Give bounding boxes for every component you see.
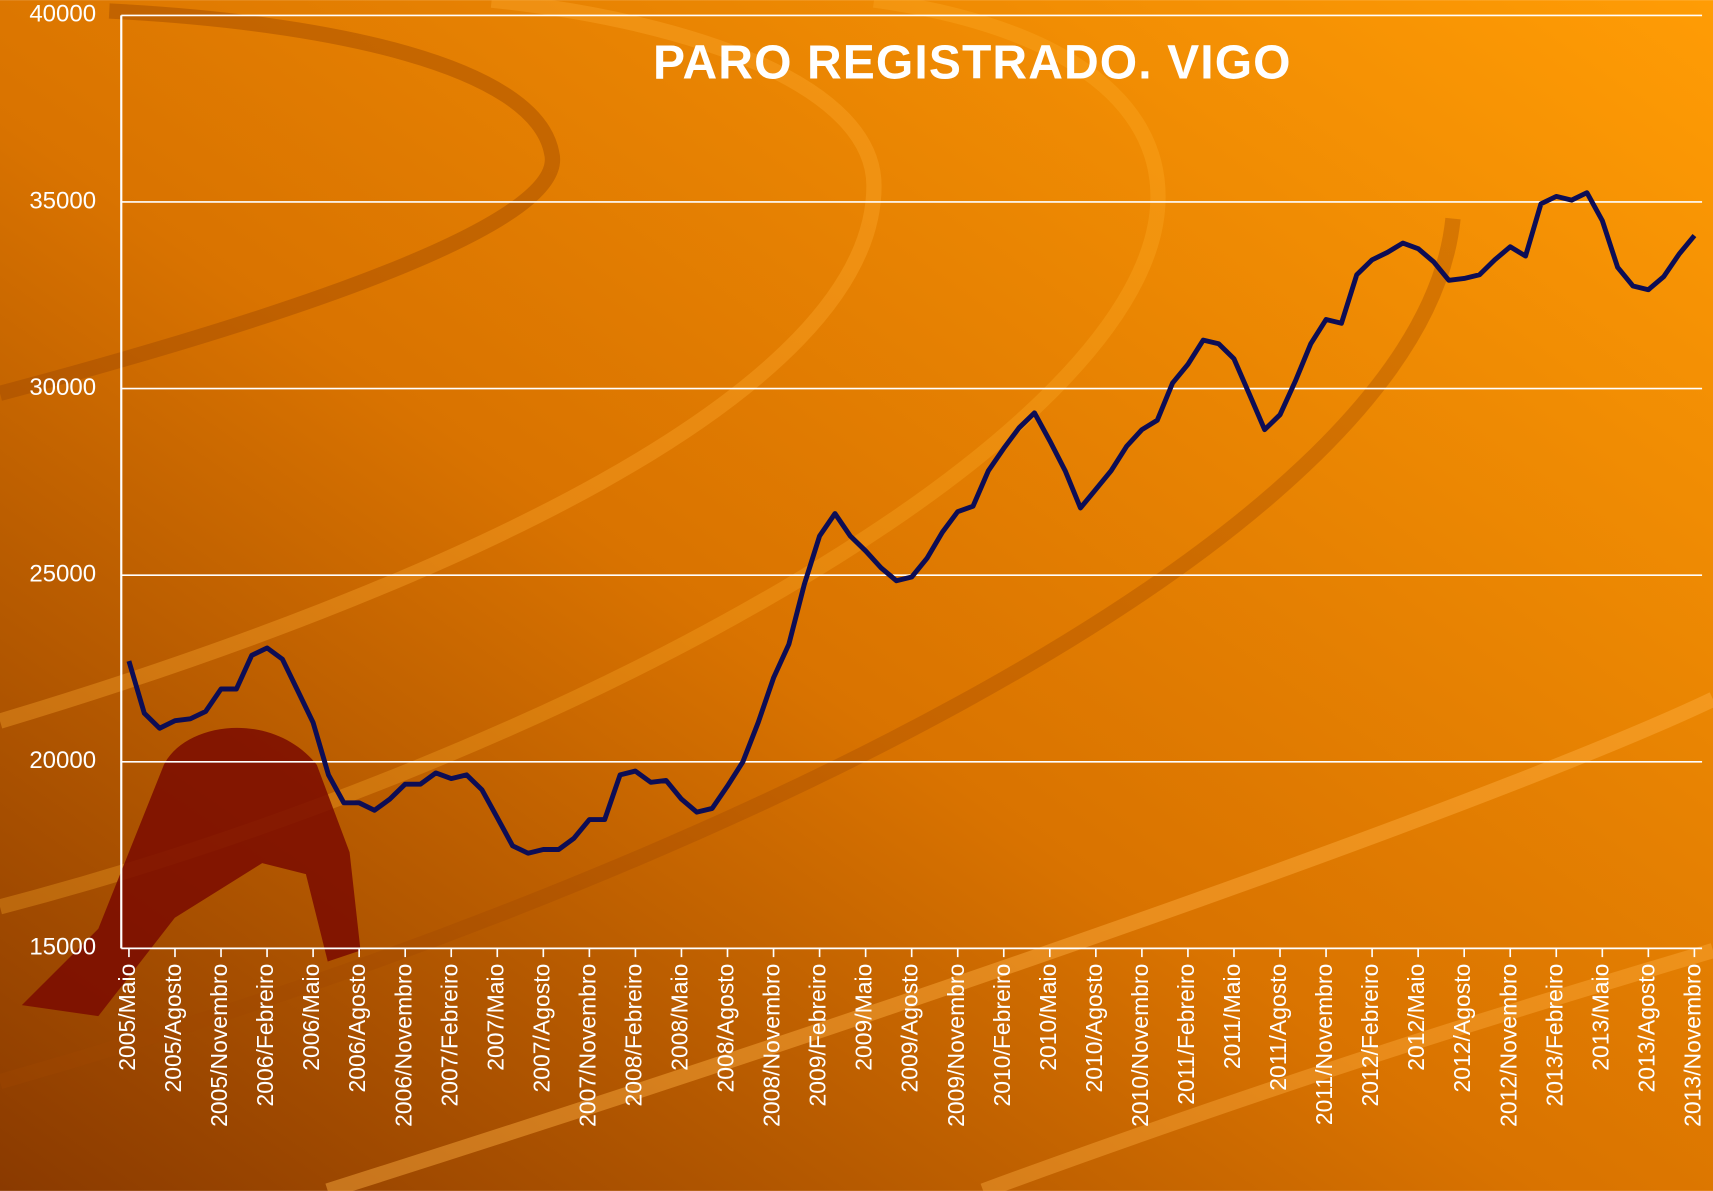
x-tick-label: 2005/Maio <box>114 964 140 1071</box>
x-tick-label: 2010/Agosto <box>1081 964 1107 1093</box>
x-tick-label: 2013/Maio <box>1587 964 1613 1071</box>
x-tick-label: 2013/Febreiro <box>1541 964 1567 1107</box>
x-tick-label: 2006/Febreiro <box>252 964 278 1107</box>
x-tick-label: 2008/Agosto <box>713 964 739 1093</box>
data-line <box>126 190 1697 856</box>
x-tick-label: 2012/Novembro <box>1495 964 1521 1127</box>
runner-silhouette <box>21 727 361 1017</box>
x-tick-label: 2012/Agosto <box>1449 964 1475 1093</box>
x-tick-label: 2008/Maio <box>667 964 693 1071</box>
x-tick-label: 2007/Maio <box>482 964 508 1071</box>
y-tick-label: 40000 <box>29 1 96 28</box>
x-tick-label: 2011/Novembro <box>1311 964 1337 1126</box>
x-tick-label: 2009/Febreiro <box>805 964 831 1107</box>
x-tick-label: 2008/Febreiro <box>620 964 646 1107</box>
y-tick-label: 20000 <box>29 747 96 774</box>
x-tick-label: 2013/Agosto <box>1633 964 1659 1093</box>
x-tick-label: 2012/Febreiro <box>1357 964 1383 1107</box>
x-tick-label: 2013/Novembro <box>1679 964 1705 1127</box>
x-tick-label: 2005/Novembro <box>206 964 232 1127</box>
x-tick-label: 2007/Febreiro <box>436 964 462 1107</box>
x-tick-label: 2006/Maio <box>298 964 324 1071</box>
x-tick-label: 2011/Agosto <box>1265 964 1291 1091</box>
x-tick-label: 2011/Maio <box>1219 964 1245 1069</box>
y-tick-label: 35000 <box>29 187 96 214</box>
x-tick-label: 2007/Novembro <box>574 964 600 1127</box>
x-tick-label: 2009/Maio <box>851 964 877 1071</box>
x-tick-label: 2011/Febreiro <box>1173 964 1199 1105</box>
y-tick-label: 15000 <box>29 934 96 961</box>
x-tick-label: 2009/Novembro <box>943 964 969 1127</box>
x-tick-label: 2009/Agosto <box>897 964 923 1093</box>
x-tick-label: 2008/Novembro <box>759 964 785 1127</box>
x-tick-label: 2006/Agosto <box>344 964 370 1093</box>
x-tick-label: 2010/Novembro <box>1127 964 1153 1127</box>
x-tick-label: 2012/Maio <box>1403 964 1429 1071</box>
chart-title: PARO REGISTRADO. VIGO <box>653 35 1292 89</box>
x-tick-label: 2007/Agosto <box>528 964 554 1093</box>
y-tick-label: 25000 <box>29 561 96 588</box>
y-tick-label: 30000 <box>29 374 96 401</box>
x-tick-label: 2006/Novembro <box>390 964 416 1127</box>
x-tick-label: 2010/Febreiro <box>989 964 1015 1107</box>
x-tick-label: 2005/Agosto <box>160 964 186 1093</box>
x-tick-label: 2010/Maio <box>1035 964 1061 1071</box>
